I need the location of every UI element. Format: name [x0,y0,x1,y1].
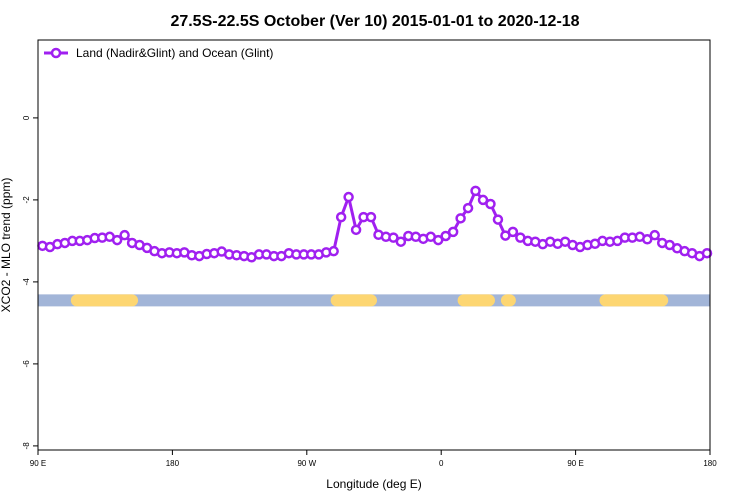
x-axis: 90 E 180 90 W 0 90 E 180 [30,450,717,468]
data-point [343,191,354,203]
y-axis-label: XCO2 - MLO trend (ppm) [0,178,13,313]
data-point [447,226,459,238]
x-axis-label: Longitude (deg E) [326,477,421,491]
x-tick-label: 180 [166,459,180,468]
x-tick-label: 90 E [567,459,583,468]
data-point [470,185,481,197]
data-point [328,245,339,257]
data-point [395,236,407,247]
y-tick-label: -6 [22,360,31,368]
legend: Land (Nadir&Glint) and Ocean (Glint) [44,46,273,60]
plot-area [37,185,713,307]
data-point [335,211,347,223]
data-point [119,229,130,241]
data-point [440,230,451,242]
data-point [111,234,123,246]
data-point [649,229,660,241]
data-point [642,234,653,245]
y-tick-label: -2 [22,196,31,204]
y-tick-label: -4 [22,278,31,286]
data-point [701,247,713,259]
plot-frame [37,39,711,451]
data-point [350,224,362,236]
y-axis: 0 -2 -4 -6 -8 [22,115,38,449]
legend-marker [50,47,62,59]
data-point [462,202,474,214]
y-tick-label: -8 [22,442,31,450]
data-point [485,198,496,210]
data-point [365,211,377,223]
x-tick-label: 0 [439,459,444,468]
data-point [455,213,466,224]
x-tick-label: 90 W [297,459,316,468]
data-point [492,214,504,225]
data-point [507,226,519,238]
legend-label: Land (Nadir&Glint) and Ocean (Glint) [76,46,273,60]
data-point [477,194,489,206]
chart-title: 27.5S-22.5S October (Ver 10) 2015-01-01 … [170,13,579,30]
data-point [432,234,444,246]
x-tick-label: 180 [703,459,717,468]
data-point [388,232,399,243]
x-tick-label: 90 E [30,459,46,468]
y-tick-label: 0 [22,115,31,120]
